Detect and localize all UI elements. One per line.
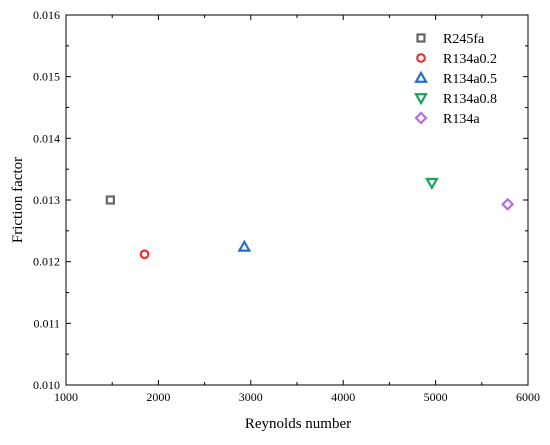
- y-tick-label: 0.012: [33, 255, 60, 269]
- x-tick-label: 3000: [239, 390, 263, 404]
- x-tick-label: 6000: [516, 390, 540, 404]
- y-tick-label: 0.015: [33, 70, 60, 84]
- plot-frame: [65, 14, 529, 386]
- legend-marker-R245fa: [416, 33, 426, 43]
- data-points: [105, 177, 515, 260]
- y-tick-label: 0.010: [33, 378, 60, 392]
- x-tick-label: 4000: [331, 390, 355, 404]
- ticks: 1000 2000 3000 4000 5000 6000 0.010 0.011 0.012 0…: [33, 8, 540, 404]
- legend-label: R134a0.2: [443, 52, 497, 67]
- legend-label: R134a0.5: [443, 72, 497, 87]
- legend-label: R134a: [443, 112, 480, 127]
- data-point-R134a: [501, 197, 515, 211]
- data-point-R134a0.8: [425, 177, 439, 190]
- y-tick-label: 0.016: [33, 8, 60, 22]
- axes: [65, 14, 529, 386]
- y-tick-label: 0.014: [33, 131, 60, 145]
- y-tick-label: 0.011: [33, 316, 60, 330]
- data-point-R134a0.2: [139, 249, 150, 260]
- legend-marker-R134a0.8: [414, 93, 428, 106]
- legend: R245fa R134a0.2 R134a0.5 R134a0.8 R134a: [414, 32, 497, 127]
- legend-label: R134a0.8: [443, 92, 497, 107]
- legend-marker-R134a0.2: [416, 53, 426, 63]
- legend-marker-R134a0.5: [414, 70, 428, 83]
- x-tick-label: 2000: [146, 390, 170, 404]
- data-point-R134a0.5: [237, 239, 252, 252]
- x-axis-title: Reynolds number: [245, 416, 351, 432]
- y-axis-title: Friction factor: [10, 157, 26, 243]
- data-point-R245fa: [105, 195, 115, 205]
- y-tick-label: 0.013: [33, 193, 60, 207]
- legend-label: R245fa: [443, 32, 485, 47]
- x-tick-label: 5000: [424, 390, 448, 404]
- x-tick-label: 1000: [54, 390, 78, 404]
- legend-marker-R134a: [414, 111, 428, 125]
